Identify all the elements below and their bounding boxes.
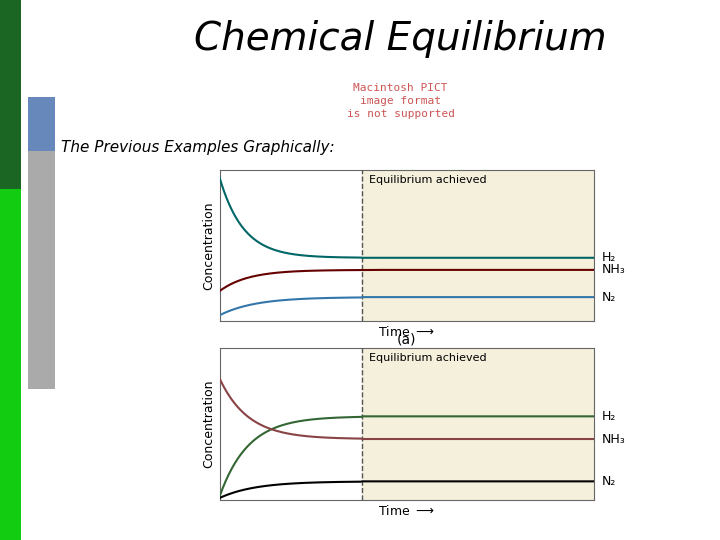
Bar [29, 97, 55, 151]
Text: Equilibrium achieved: Equilibrium achieved [369, 174, 487, 185]
Bar [29, 151, 55, 389]
Bar [0, 0, 21, 540]
Text: Chemical Equilibrium: Chemical Equilibrium [194, 20, 607, 58]
Text: Macintosh PICT
image format
is not supported: Macintosh PICT image format is not suppo… [346, 83, 454, 119]
Text: H₂: H₂ [601, 410, 616, 423]
Y-axis label: Concentration: Concentration [202, 201, 215, 290]
Text: NH₃: NH₃ [601, 264, 625, 276]
Text: Equilibrium achieved: Equilibrium achieved [369, 353, 487, 363]
Text: NH₃: NH₃ [601, 433, 625, 446]
Text: N₂: N₂ [601, 291, 616, 303]
Bar [0, 189, 21, 540]
Bar [362, 170, 594, 321]
X-axis label: Time $\longrightarrow$: Time $\longrightarrow$ [379, 504, 435, 518]
Text: The Previous Examples Graphically:: The Previous Examples Graphically: [61, 140, 335, 155]
Text: H₂: H₂ [601, 251, 616, 264]
X-axis label: Time $\longrightarrow$: Time $\longrightarrow$ [379, 326, 435, 340]
Text: (a): (a) [397, 332, 417, 346]
Text: N₂: N₂ [601, 475, 616, 488]
Bar [362, 348, 594, 500]
Y-axis label: Concentration: Concentration [202, 380, 215, 468]
